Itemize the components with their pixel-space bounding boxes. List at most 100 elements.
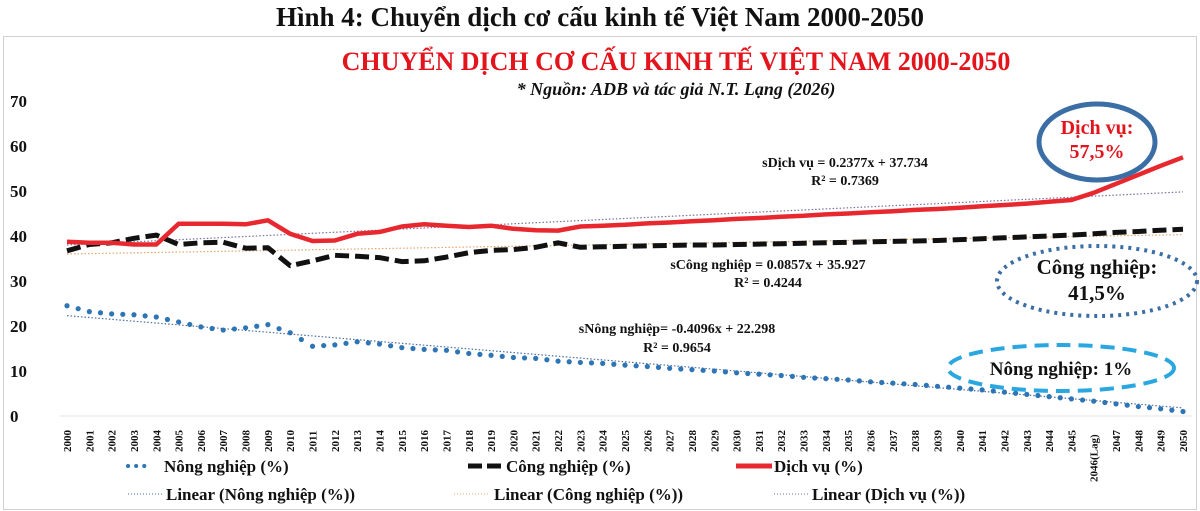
x-tick-label: 2018 [464,430,476,453]
trendline-industry [66,234,1184,255]
x-tick-label: 2042 [999,430,1011,453]
x-tick-label: 2007 [218,430,230,453]
legend-label-services: Dịch vụ (%) [774,457,863,476]
legend-label-lin-services: Linear (Dịch vụ (%)) [812,485,965,504]
agri-equation: sNông nghiệp= -0.4096x + 22.298 [579,322,775,337]
x-tick-label: 2005 [174,430,186,453]
legend-item-industry: Công nghiệp (%) [468,457,631,476]
x-tick-label: 2012 [330,430,342,453]
data-series [64,155,1186,415]
chart-subtitle: * Nguồn: ADB và tác giả N.T. Lạng (2026) [517,79,836,100]
y-tick-label: 10 [10,362,27,381]
x-tick-label: 2023 [575,430,587,453]
x-tick-label: 2039 [932,430,944,453]
x-tick-label: 2041 [977,430,989,452]
legend-item-services: Dịch vụ (%) [736,457,863,476]
services-equation: sDịch vụ = 0.2377x + 37.734 [762,156,928,171]
x-tick-label: 2016 [419,430,431,453]
x-tick-label: 2010 [285,430,297,453]
x-tick-label: 2011 [308,431,320,452]
legend-item-lin-industry: Linear (Công nghiệp (%)) [454,485,683,504]
x-tick-label: 2027 [665,430,677,453]
x-tick-label: 2030 [732,430,744,453]
x-tick-label: 2046(Lag) [1089,434,1101,482]
x-tick-label: 2025 [620,430,632,453]
x-tick-label: 2003 [129,430,141,453]
x-tick-label: 2036 [866,430,878,453]
y-tick-label: 70 [10,92,27,111]
x-tick-label: 2038 [910,430,922,453]
legend-item-lin-agri: Linear (Nông nghiệp (%)) [128,485,355,504]
x-tick-label: 2004 [151,430,163,453]
legend-label-industry: Công nghiệp (%) [506,457,631,476]
x-tick-label: 2044 [1044,430,1056,453]
x-tick-label: 2045 [1066,430,1078,453]
x-tick-label: 2001 [84,430,96,452]
x-tick-label: 2026 [642,430,654,453]
industry-callout-value: 41,5% [1068,281,1126,305]
x-tick-label: 2033 [799,430,811,453]
agri-r2: R² = 0.9654 [643,341,711,356]
industry-callout-label: Công nghiệp: [1037,255,1158,279]
services-callout-label: Dịch vụ: [1061,117,1134,139]
x-tick-label: 2000 [62,430,74,453]
x-tick-label: 2009 [263,430,275,453]
legend: Nông nghiệp (%) Công nghiệp (%) Dịch vụ … [126,457,965,504]
agri-callout-label: Nông nghiệp: 1% [990,359,1133,380]
legend-label-agri: Nông nghiệp (%) [164,457,289,476]
y-axis: 0 10 20 30 40 50 60 70 [10,92,27,426]
y-tick-label: 50 [10,182,27,201]
x-tick-label: 2048 [1133,430,1145,453]
x-tick-label: 2032 [776,430,788,453]
trendline-services [66,191,1184,246]
industry-callout-ellipse [995,244,1199,318]
x-tick-label: 2019 [486,430,498,453]
x-tick-label: 2035 [843,430,855,453]
x-tick-label: 2037 [888,430,900,453]
x-tick-label: 2050 [1178,430,1190,453]
trendline-agri [66,315,1184,409]
industry-equation: sCông nghiệp = 0.0857x + 35.927 [670,258,865,273]
services-callout-value: 57,5% [1070,141,1125,163]
x-tick-label: 2034 [821,430,833,453]
y-tick-label: 60 [10,137,27,156]
y-tick-label: 30 [10,272,27,291]
trendlines [66,191,1184,409]
chart-title: CHUYỂN DỊCH CƠ CẤU KINH TẾ VIỆT NAM 2000… [342,47,1011,76]
x-tick-label: 2017 [441,430,453,453]
services-callout-ellipse [1036,101,1158,183]
x-tick-label: 2021 [531,430,543,452]
series-agriculture [64,303,1186,415]
legend-label-lin-industry: Linear (Công nghiệp (%)) [494,485,683,504]
agri-callout-ellipse [946,343,1176,393]
industry-r2: R² = 0.4244 [734,276,802,291]
legend-label-lin-agri: Linear (Nông nghiệp (%)) [166,485,355,504]
series-services [66,155,1184,247]
y-tick-label: 0 [10,407,19,426]
x-tick-label: 2002 [107,430,119,453]
x-tick-label: 2022 [553,430,565,453]
x-tick-label: 2015 [397,430,409,453]
x-tick-label: 2024 [598,430,610,453]
x-tick-label: 2013 [352,430,364,453]
x-tick-label: 2008 [241,430,253,453]
x-tick-label: 2049 [1156,430,1168,453]
services-r2: R² = 0.7369 [811,174,879,189]
y-tick-label: 40 [10,227,27,246]
x-tick-label: 2047 [1111,430,1123,453]
x-axis: 2000 2001 2002 2003 2004 2005 2006 2007 2008 2009… [62,430,1190,483]
x-tick-label: 2040 [955,430,967,453]
y-tick-label: 20 [10,317,27,336]
figure-title: Hình 4: Chuyển dịch cơ cấu kinh tế Việt … [276,2,924,32]
series-industry [66,226,1184,269]
x-tick-label: 2014 [374,430,386,453]
legend-item-agri: Nông nghiệp (%) [126,457,289,476]
x-tick-label: 2029 [709,430,721,453]
legend-item-lin-services: Linear (Dịch vụ (%)) [774,485,965,504]
x-tick-label: 2028 [687,430,699,453]
x-tick-label: 2031 [754,430,766,452]
x-tick-label: 2020 [508,430,520,453]
x-tick-label: 2006 [196,430,208,453]
x-tick-label: 2043 [1022,430,1034,453]
